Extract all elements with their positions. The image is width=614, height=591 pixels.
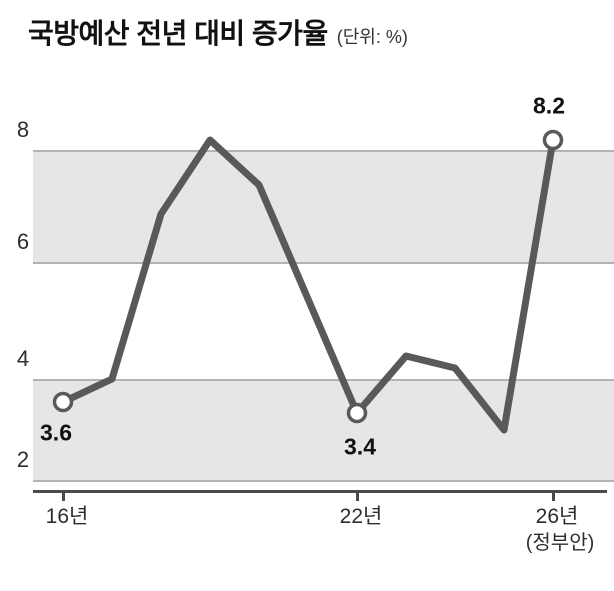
x-axis-tick-label: 26년 bbox=[535, 505, 579, 528]
data-point-value-label: 3.6 bbox=[40, 419, 72, 446]
plot-band bbox=[33, 380, 614, 481]
plot-band bbox=[33, 151, 614, 263]
y-axis-tick-label: 6 bbox=[16, 229, 30, 254]
y-axis-tick-label: 2 bbox=[16, 447, 30, 472]
x-axis-tick-sublabel: (정부안) bbox=[525, 532, 595, 554]
y-axis-tick-label: 4 bbox=[16, 346, 30, 371]
y-axis-tick-label: 8 bbox=[16, 117, 30, 142]
chart-unit-label: (단위: %) bbox=[336, 27, 408, 47]
data-point-marker bbox=[346, 402, 368, 424]
data-point-marker bbox=[542, 129, 564, 151]
x-axis-tick-label: 16년 bbox=[45, 505, 89, 528]
series-polyline bbox=[59, 136, 557, 434]
data-point-value-label: 3.4 bbox=[344, 433, 376, 460]
chart-header: 국방예산 전년 대비 증가율 (단위: %) bbox=[28, 12, 408, 52]
gridline-2 bbox=[33, 480, 614, 482]
data-point-marker bbox=[52, 391, 74, 413]
gridline-4 bbox=[33, 379, 614, 381]
x-axis-tick bbox=[552, 493, 555, 501]
x-axis-tick bbox=[62, 493, 65, 501]
x-axis-baseline bbox=[33, 490, 607, 493]
gridline-6 bbox=[33, 262, 614, 264]
gridline-8 bbox=[33, 150, 614, 152]
data-point-value-label: 8.2 bbox=[533, 92, 565, 119]
x-axis-tick-label: 22년 bbox=[339, 505, 383, 528]
x-axis-tick bbox=[356, 493, 359, 501]
chart-title: 국방예산 전년 대비 증가율 bbox=[28, 18, 328, 49]
